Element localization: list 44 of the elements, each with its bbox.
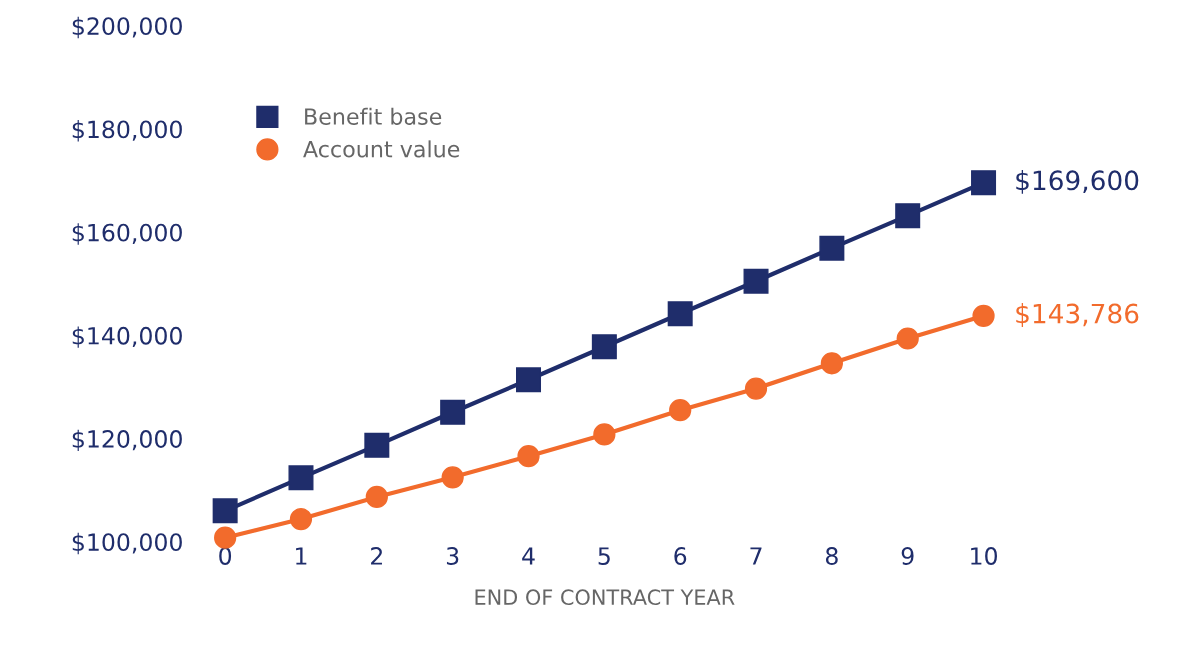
y-tick-label: $120,000 [72, 429, 182, 452]
legend-label: Benefit base [305, 107, 442, 125]
point [289, 507, 313, 531]
y-tick-label: $140,000 [72, 326, 182, 348]
x-tick-label: 8 [825, 547, 838, 565]
y-tick-label: $180,000 [72, 120, 182, 142]
point [365, 485, 388, 509]
y-tick-label: $160,000 [72, 223, 182, 245]
x-tick-label: 6 [674, 547, 687, 565]
annotation: $169,600 [1016, 169, 1139, 194]
point [214, 526, 237, 549]
point [895, 203, 921, 229]
x-axis-title: END OF CONTRACT YEAR [475, 589, 735, 606]
y-tick-label: $200,000 [72, 16, 182, 39]
x-tick-label: 10 [971, 547, 997, 565]
x-tick-label: 0 [219, 547, 232, 565]
point [972, 304, 995, 327]
point [212, 498, 238, 524]
x-tick-label: 3 [446, 547, 459, 565]
x-tick-label: 7 [750, 547, 762, 565]
legend-label: Account value [303, 140, 460, 158]
x-tick-label: 9 [901, 547, 914, 565]
point [364, 432, 390, 458]
point [744, 377, 768, 400]
point [820, 352, 843, 375]
point [517, 445, 540, 468]
annotation: $143,786 [1016, 303, 1139, 328]
point [743, 268, 769, 294]
point [288, 465, 314, 491]
point [441, 466, 464, 489]
point [591, 334, 617, 360]
point [669, 399, 692, 422]
x-tick-label: 5 [598, 547, 610, 565]
x-tick-label: 4 [522, 547, 535, 565]
y-tick-label: $100,000 [72, 532, 182, 555]
point [896, 327, 919, 350]
point [819, 235, 845, 261]
point [593, 423, 616, 446]
point [667, 301, 693, 327]
x-tick-label: 1 [296, 547, 307, 565]
x-tick-label: 2 [371, 547, 382, 565]
point [516, 367, 542, 393]
point [971, 170, 997, 196]
point [440, 399, 466, 425]
